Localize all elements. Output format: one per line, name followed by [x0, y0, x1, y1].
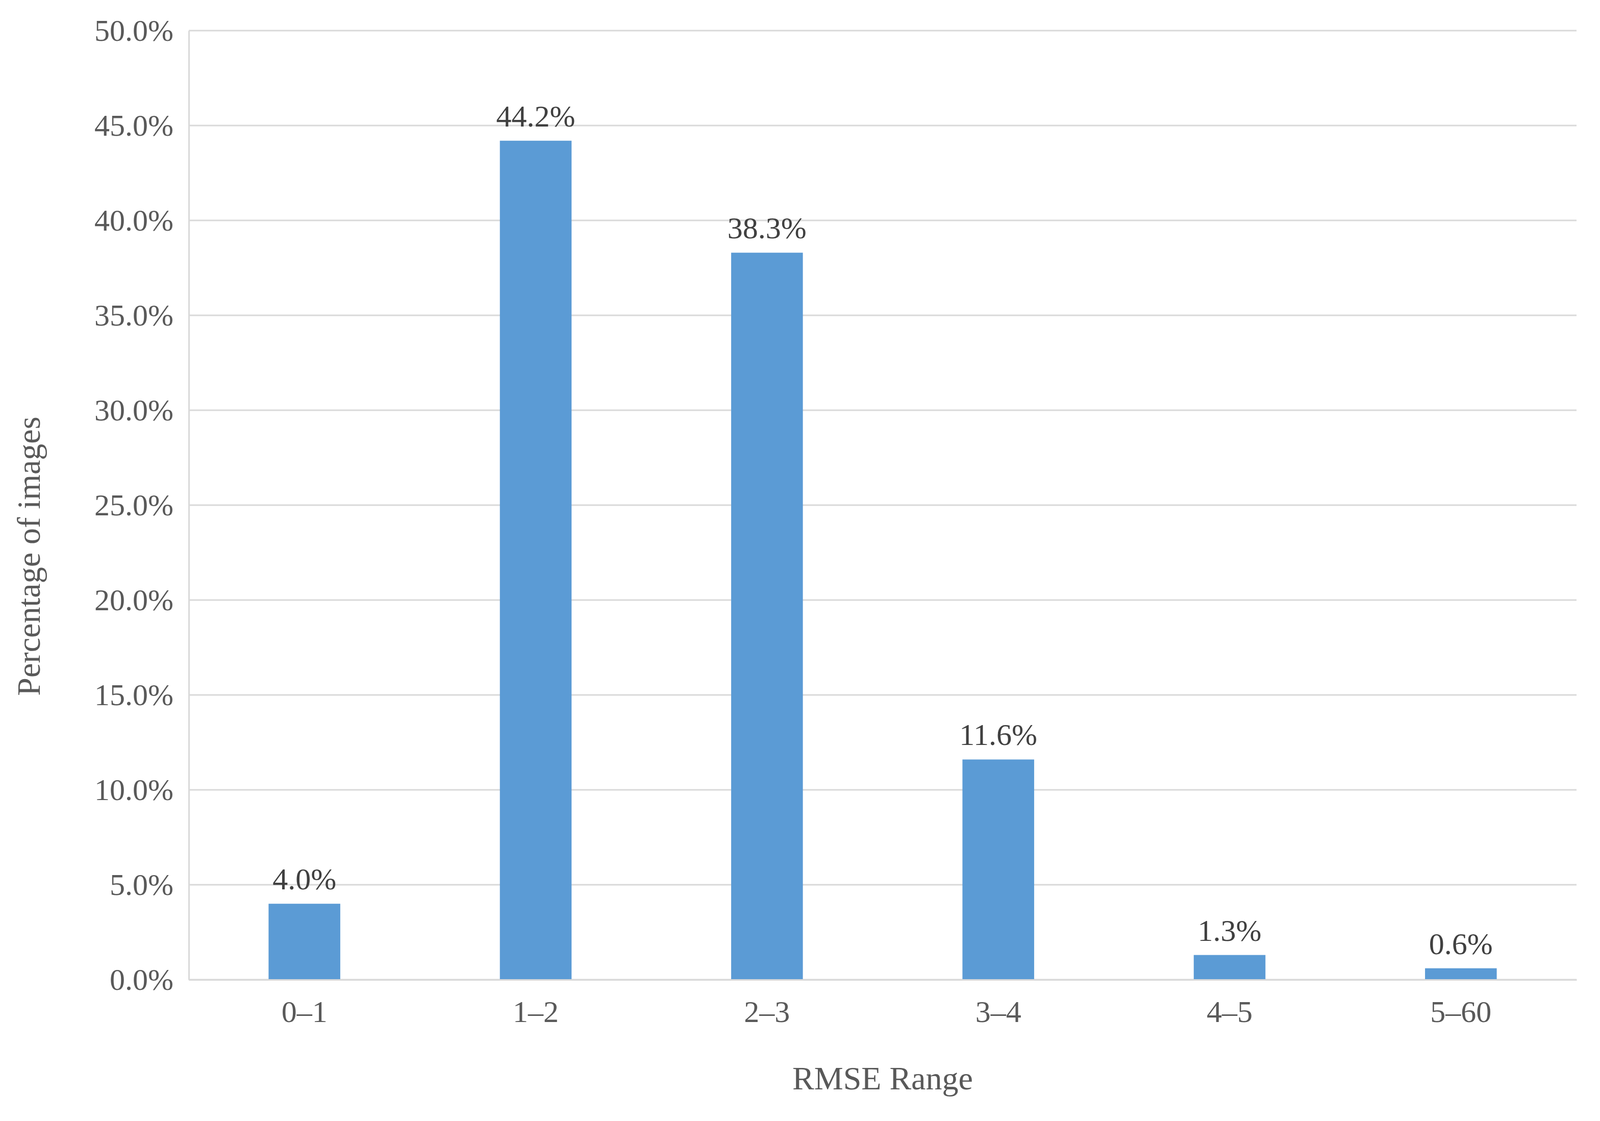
data-labels: 4.0% 44.2% 38.3% 11.6% 1.3% 0.6%: [272, 99, 1493, 961]
y-tick-label: 0.0%: [109, 962, 174, 997]
x-tick-label: 1–2: [512, 994, 559, 1029]
grid-line: [188, 219, 1577, 222]
y-tick: 25.0%: [94, 488, 189, 522]
x-tick-label: 4–5: [1206, 994, 1253, 1029]
y-tick-label: 25.0%: [94, 488, 174, 522]
y-tick: 5.0%: [109, 867, 189, 902]
data-label: 0.6%: [1429, 927, 1493, 961]
grid-line: [188, 30, 1577, 32]
bar: [1193, 955, 1266, 980]
data-label: 1.3%: [1197, 913, 1262, 948]
y-tick: 20.0%: [94, 583, 189, 617]
x-tick-label: 3–4: [975, 994, 1022, 1029]
grid-line: [188, 694, 1577, 696]
background: [0, 0, 1600, 1121]
y-tick-label: 40.0%: [94, 203, 174, 238]
bar: [962, 759, 1035, 980]
x-axis-line: [189, 979, 1578, 981]
data-label: 38.3%: [727, 211, 807, 245]
y-tick: 10.0%: [94, 772, 189, 807]
y-tick: 15.0%: [94, 678, 189, 712]
y-tick: 0.0%: [109, 962, 189, 997]
y-axis-line: [188, 31, 190, 981]
y-tick-label: 10.0%: [94, 772, 174, 807]
y-tick-label: 35.0%: [94, 298, 174, 333]
y-tick: 40.0%: [94, 203, 189, 238]
grid-line: [188, 599, 1577, 602]
data-label: 11.6%: [959, 717, 1038, 752]
x-tick-label: 0–1: [281, 994, 328, 1029]
x-axis: 0–1 1–2 2–3 3–4 4–5 5–60: [189, 979, 1578, 1029]
grid: [188, 30, 1577, 980]
y-tick: 50.0%: [94, 13, 189, 48]
chart: 0.0% 5.0% 10.0% 15.0% 20.0% 25.0% 30.0% 35.0% 40…: [0, 0, 1600, 1121]
bar: [1425, 968, 1497, 980]
y-axis: 0.0% 5.0% 10.0% 15.0% 20.0% 25.0% 30.0% 35.0% 40…: [94, 13, 189, 997]
x-tick: 3–4: [975, 979, 1022, 1029]
grid-line: [188, 884, 1577, 886]
y-tick-label: 45.0%: [94, 108, 174, 143]
x-tick-label: 5–60: [1430, 994, 1492, 1029]
grid-line: [188, 314, 1577, 317]
x-tick: 0–1: [281, 979, 328, 1029]
bar: [500, 140, 572, 980]
bar: [268, 903, 341, 980]
y-tick-label: 20.0%: [94, 583, 174, 617]
y-tick-label: 5.0%: [109, 867, 174, 902]
x-tick: 1–2: [512, 979, 559, 1029]
x-axis-title: RMSE Range: [792, 1060, 973, 1097]
data-label: 44.2%: [496, 99, 576, 134]
y-axis-title: Percentage of images: [10, 416, 47, 696]
grid-line: [188, 125, 1577, 127]
y-tick: 30.0%: [94, 393, 189, 428]
y-tick-label: 15.0%: [94, 678, 174, 712]
grid-line: [188, 979, 1577, 981]
y-tick: 35.0%: [94, 298, 189, 333]
x-tick: 2–3: [743, 979, 790, 1029]
plot-area: [268, 140, 1497, 980]
x-tick: 4–5: [1206, 979, 1253, 1029]
y-tick-label: 30.0%: [94, 393, 174, 428]
bar: [731, 252, 804, 980]
x-tick-label: 2–3: [743, 994, 790, 1029]
grid-line: [188, 409, 1577, 412]
grid-line: [188, 504, 1577, 507]
y-tick: 45.0%: [94, 108, 189, 143]
grid-line: [188, 789, 1577, 791]
x-tick: 5–60: [1430, 979, 1492, 1029]
data-label: 4.0%: [272, 862, 337, 896]
y-tick-label: 50.0%: [94, 13, 174, 48]
